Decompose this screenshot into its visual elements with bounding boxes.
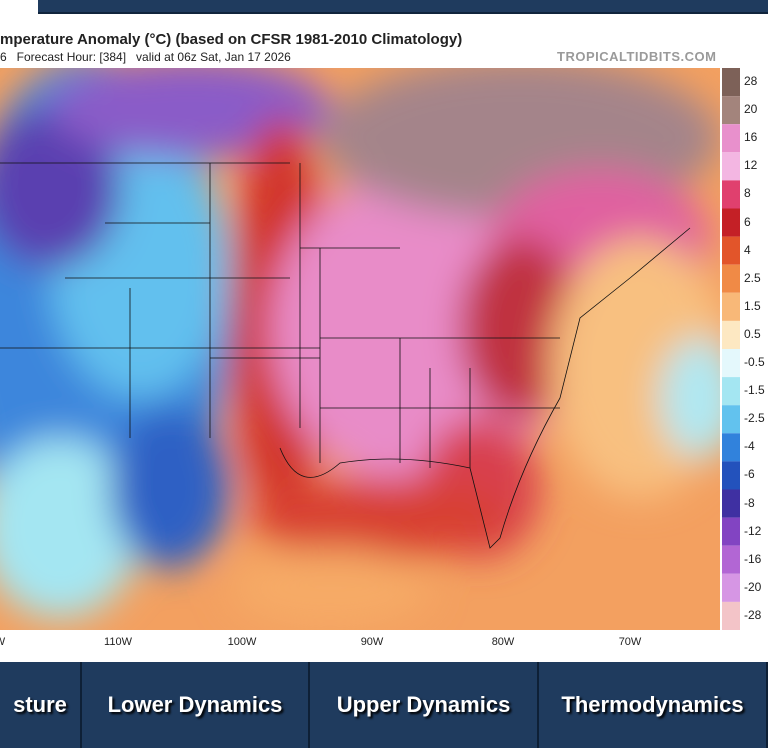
colorbar: [722, 68, 740, 630]
colorbar-label: 28: [744, 74, 758, 89]
colorbar-swatch: [722, 180, 740, 209]
longitude-label: 100W: [227, 636, 257, 648]
map-title: mperature Anomaly (°C) (based on CFSR 19…: [0, 31, 463, 48]
colorbar-label: -12: [744, 523, 762, 538]
colorbar-label: -16: [744, 551, 762, 566]
longitude-label: 90W: [360, 636, 384, 648]
colorbar-swatch: [722, 152, 740, 181]
colorbar-swatch: [722, 377, 740, 406]
nav-tab[interactable]: Upper Dynamics: [310, 662, 539, 748]
colorbar-swatch: [722, 573, 740, 602]
colorbar-swatch: [722, 264, 740, 293]
nav-tab[interactable]: sture: [0, 662, 82, 748]
colorbar-swatch: [722, 433, 740, 462]
colorbar-swatch: [722, 208, 740, 237]
bottom-nav: sture Lower Dynamics Upper Dynamics Thermod…: [0, 662, 768, 748]
anomaly-map: [0, 68, 720, 630]
colorbar-label: 0.5: [744, 326, 761, 341]
colorbar-label: -28: [744, 607, 762, 622]
top-nav: [38, 0, 768, 14]
longitude-label: 80W: [491, 636, 515, 648]
colorbar-swatch: [722, 320, 740, 349]
colorbar-swatch: [722, 236, 740, 265]
colorbar-label: 8: [744, 186, 751, 201]
colorbar-swatch: [722, 461, 740, 490]
longitude-label: 70W: [618, 636, 642, 648]
colorbar-swatch: [722, 405, 740, 434]
colorbar-swatch: [722, 349, 740, 378]
colorbar-label: 6: [744, 214, 751, 229]
colorbar-label: 1.5: [744, 298, 761, 313]
colorbar-label: 4: [744, 242, 751, 257]
colorbar-label: -2.5: [744, 411, 765, 426]
longitude-label: W: [0, 636, 5, 648]
nav-tab[interactable]: Lower Dynamics: [82, 662, 310, 748]
colorbar-label: -1.5: [744, 383, 765, 398]
colorbar-swatch: [722, 96, 740, 125]
colorbar-swatch: [722, 292, 740, 321]
colorbar-swatch: [722, 601, 740, 630]
nav-tab[interactable]: Thermodynamics: [539, 662, 768, 748]
colorbar-swatch: [722, 489, 740, 518]
colorbar-swatch: [722, 124, 740, 153]
colorbar-label: 16: [744, 130, 758, 145]
map-subtitle: 6 Forecast Hour: [384] valid at 06z Sat,…: [0, 50, 291, 64]
colorbar-label: -6: [744, 467, 755, 482]
colorbar-swatch: [722, 68, 740, 97]
colorbar-label: -20: [744, 579, 762, 594]
colorbar-label: 2.5: [744, 270, 761, 285]
longitude-label: 110W: [104, 636, 132, 648]
colorbar-label: 20: [744, 102, 758, 117]
colorbar-label: 12: [744, 158, 758, 173]
watermark: TROPICALTIDBITS.COM: [557, 49, 717, 64]
colorbar-swatch: [722, 517, 740, 546]
colorbar-swatch: [722, 545, 740, 574]
colorbar-label: -8: [744, 495, 755, 510]
colorbar-label: -0.5: [744, 355, 765, 370]
colorbar-label: -4: [744, 439, 755, 454]
